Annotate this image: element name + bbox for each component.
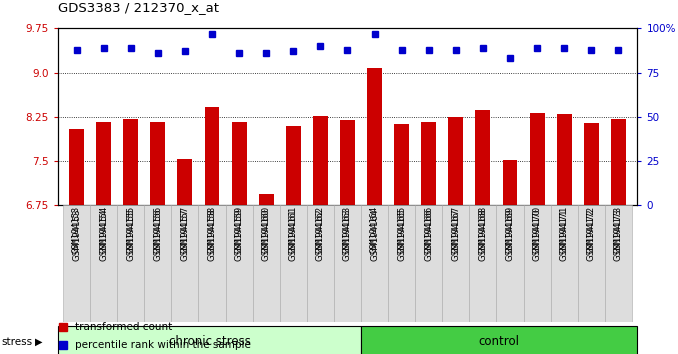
Text: GDS3383 / 212370_x_at: GDS3383 / 212370_x_at bbox=[58, 1, 218, 14]
Bar bbox=[442, 205, 469, 322]
Bar bbox=[523, 205, 551, 322]
Bar bbox=[232, 122, 247, 205]
Text: GSM194169: GSM194169 bbox=[506, 205, 515, 252]
Bar bbox=[63, 205, 90, 322]
Bar bbox=[205, 107, 220, 205]
Text: GSM194163: GSM194163 bbox=[343, 209, 352, 262]
Text: GSM194170: GSM194170 bbox=[533, 205, 542, 252]
Bar bbox=[226, 205, 253, 322]
Bar bbox=[415, 205, 442, 322]
Text: GSM194161: GSM194161 bbox=[289, 209, 298, 262]
Text: GSM194165: GSM194165 bbox=[397, 209, 406, 262]
Text: GSM194154: GSM194154 bbox=[99, 205, 108, 252]
Text: stress: stress bbox=[1, 337, 33, 347]
Bar bbox=[530, 113, 544, 205]
Bar bbox=[334, 205, 361, 322]
Bar bbox=[611, 119, 626, 205]
Text: GSM194163: GSM194163 bbox=[343, 205, 352, 252]
Bar bbox=[172, 205, 199, 322]
Text: GSM194167: GSM194167 bbox=[452, 205, 460, 252]
Bar bbox=[388, 205, 415, 322]
Text: chronic stress: chronic stress bbox=[169, 335, 250, 348]
Bar bbox=[90, 205, 117, 322]
Bar bbox=[421, 121, 436, 205]
Bar bbox=[151, 121, 165, 205]
Text: GSM194155: GSM194155 bbox=[126, 209, 136, 262]
Bar bbox=[551, 205, 578, 322]
Bar bbox=[361, 205, 388, 322]
Text: GSM194172: GSM194172 bbox=[586, 209, 596, 262]
Text: GSM194162: GSM194162 bbox=[316, 209, 325, 262]
Bar bbox=[469, 205, 496, 322]
Bar bbox=[475, 110, 490, 205]
Bar bbox=[313, 116, 328, 205]
Text: GSM194160: GSM194160 bbox=[262, 205, 271, 252]
Text: GSM194173: GSM194173 bbox=[614, 205, 623, 252]
Text: GSM194168: GSM194168 bbox=[479, 205, 487, 252]
Text: GSM194167: GSM194167 bbox=[452, 209, 460, 262]
Bar bbox=[96, 121, 111, 205]
Bar bbox=[394, 124, 409, 205]
Text: GSM194160: GSM194160 bbox=[262, 209, 271, 262]
Text: GSM194171: GSM194171 bbox=[559, 205, 569, 252]
Text: GSM194173: GSM194173 bbox=[614, 209, 623, 262]
Bar bbox=[502, 160, 517, 205]
Bar bbox=[280, 205, 307, 322]
Bar bbox=[58, 326, 361, 354]
Text: GSM194170: GSM194170 bbox=[533, 209, 542, 262]
Text: GSM194159: GSM194159 bbox=[235, 209, 243, 261]
Text: GSM194164: GSM194164 bbox=[370, 209, 379, 262]
Bar bbox=[307, 205, 334, 322]
Bar bbox=[448, 118, 463, 205]
Text: GSM194154: GSM194154 bbox=[99, 209, 108, 262]
Bar bbox=[178, 159, 193, 205]
Text: GSM194157: GSM194157 bbox=[180, 205, 189, 252]
Text: GSM194166: GSM194166 bbox=[424, 205, 433, 252]
Bar bbox=[117, 205, 144, 322]
Text: GSM194171: GSM194171 bbox=[559, 209, 569, 262]
Text: GSM194155: GSM194155 bbox=[126, 205, 136, 252]
Bar bbox=[253, 205, 280, 322]
Text: GSM194158: GSM194158 bbox=[207, 209, 216, 262]
Text: GSM194153: GSM194153 bbox=[72, 209, 81, 262]
Text: GSM194161: GSM194161 bbox=[289, 205, 298, 252]
Text: control: control bbox=[479, 335, 520, 348]
Bar bbox=[286, 126, 301, 205]
Bar bbox=[361, 326, 637, 354]
Text: GSM194169: GSM194169 bbox=[506, 209, 515, 261]
Bar bbox=[496, 205, 523, 322]
Text: GSM194166: GSM194166 bbox=[424, 209, 433, 262]
Bar bbox=[605, 205, 632, 322]
Text: GSM194172: GSM194172 bbox=[586, 205, 596, 252]
Bar bbox=[144, 205, 172, 322]
Bar bbox=[259, 194, 274, 205]
Bar bbox=[340, 120, 355, 205]
Text: GSM194156: GSM194156 bbox=[153, 205, 162, 252]
Text: ▶: ▶ bbox=[35, 337, 43, 347]
Text: GSM194157: GSM194157 bbox=[180, 209, 189, 262]
Text: GSM194165: GSM194165 bbox=[397, 205, 406, 252]
Bar bbox=[69, 129, 84, 205]
Bar bbox=[557, 114, 572, 205]
Text: GSM194162: GSM194162 bbox=[316, 205, 325, 252]
Text: GSM194153: GSM194153 bbox=[72, 205, 81, 252]
Bar bbox=[578, 205, 605, 322]
Text: GSM194158: GSM194158 bbox=[207, 205, 216, 252]
Bar bbox=[584, 123, 599, 205]
Text: percentile rank within the sample: percentile rank within the sample bbox=[75, 340, 251, 350]
Bar bbox=[199, 205, 226, 322]
Bar bbox=[123, 119, 138, 205]
Text: GSM194156: GSM194156 bbox=[153, 209, 162, 262]
Bar bbox=[367, 68, 382, 205]
Text: GSM194168: GSM194168 bbox=[479, 209, 487, 262]
Text: GSM194159: GSM194159 bbox=[235, 205, 243, 252]
Text: transformed count: transformed count bbox=[75, 322, 172, 332]
Text: GSM194164: GSM194164 bbox=[370, 205, 379, 252]
